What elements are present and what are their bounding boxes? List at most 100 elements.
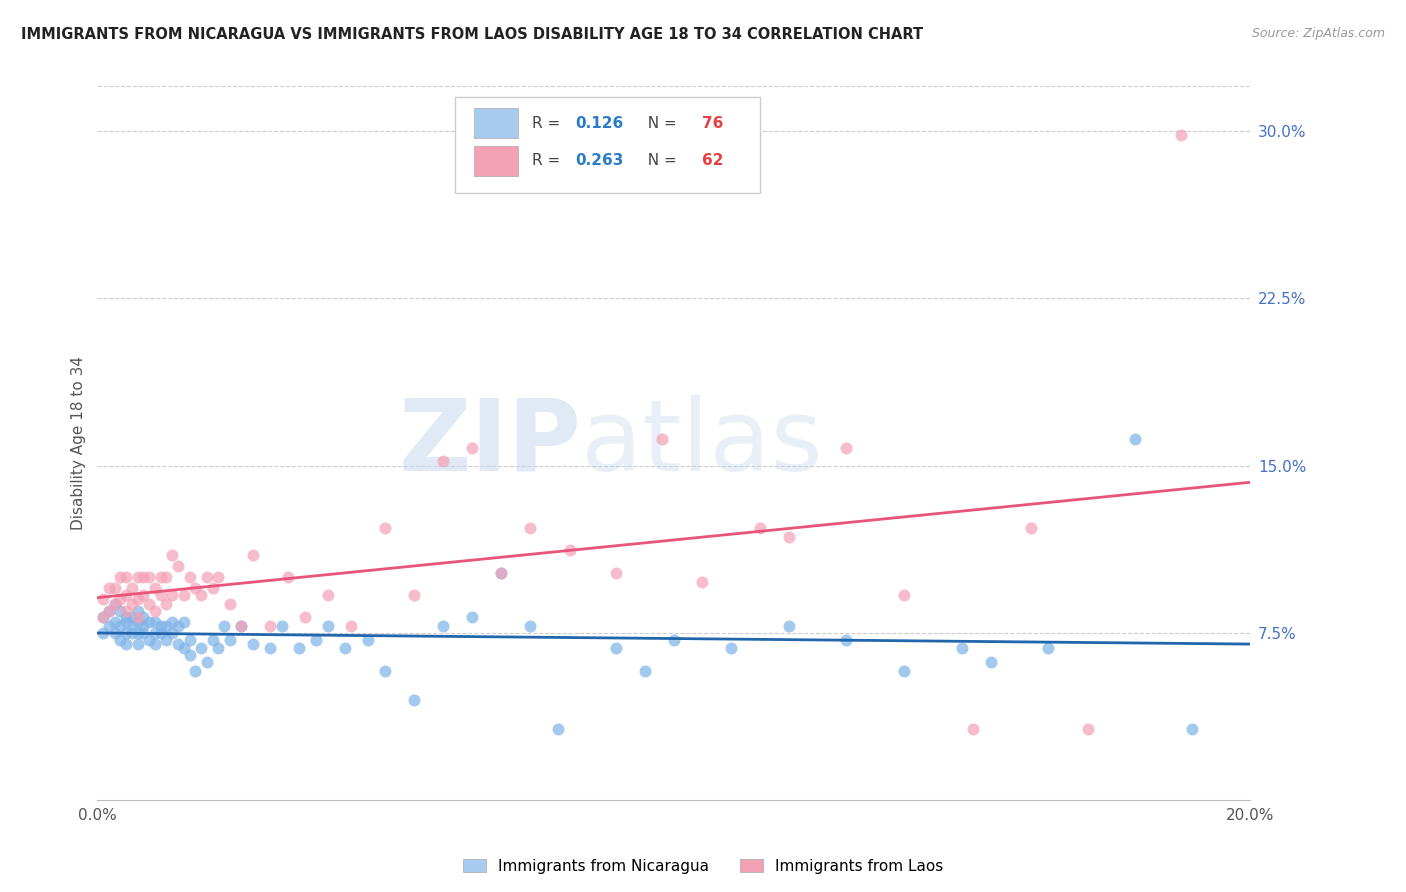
Point — [720, 641, 742, 656]
Point — [893, 588, 915, 602]
Point — [138, 597, 160, 611]
Point — [357, 632, 380, 647]
Point — [404, 588, 426, 602]
FancyBboxPatch shape — [474, 145, 517, 176]
Point — [167, 637, 190, 651]
Point — [547, 722, 569, 736]
Point — [207, 641, 229, 656]
Point — [97, 581, 120, 595]
Point — [270, 619, 292, 633]
Point — [149, 588, 172, 602]
Point — [519, 521, 541, 535]
Point — [979, 655, 1001, 669]
Point — [207, 570, 229, 584]
Point — [155, 619, 177, 633]
Point — [242, 637, 264, 651]
Point — [127, 592, 149, 607]
Point — [489, 566, 512, 580]
Point — [91, 625, 114, 640]
Point — [219, 632, 242, 647]
Point — [115, 615, 138, 629]
Point — [749, 521, 772, 535]
Point — [104, 625, 127, 640]
Point — [121, 625, 143, 640]
Text: N =: N = — [638, 116, 682, 131]
Point — [127, 625, 149, 640]
Point — [127, 637, 149, 651]
Point — [778, 530, 800, 544]
Point — [138, 615, 160, 629]
Point — [104, 581, 127, 595]
Point — [212, 619, 235, 633]
Point — [340, 619, 363, 633]
Point — [333, 641, 356, 656]
Point — [115, 588, 138, 602]
Text: 0.263: 0.263 — [575, 153, 624, 168]
Point — [127, 570, 149, 584]
Point — [91, 592, 114, 607]
Point — [127, 610, 149, 624]
Point — [195, 570, 218, 584]
Point — [104, 615, 127, 629]
Point — [219, 597, 242, 611]
Point — [1181, 722, 1204, 736]
Point — [132, 570, 155, 584]
Point — [155, 597, 177, 611]
Point — [121, 581, 143, 595]
Point — [519, 619, 541, 633]
Text: 0.126: 0.126 — [575, 116, 624, 131]
Point — [259, 641, 281, 656]
Point — [115, 570, 138, 584]
Y-axis label: Disability Age 18 to 34: Disability Age 18 to 34 — [72, 356, 86, 530]
Point — [605, 641, 627, 656]
Point — [132, 610, 155, 624]
Point — [651, 432, 673, 446]
Point — [662, 632, 685, 647]
Point — [316, 619, 339, 633]
Point — [115, 625, 138, 640]
Point — [127, 615, 149, 629]
Point — [184, 581, 207, 595]
Point — [91, 610, 114, 624]
Point — [110, 570, 132, 584]
Point — [184, 664, 207, 678]
Text: N =: N = — [638, 153, 682, 168]
Point — [143, 615, 166, 629]
Point — [104, 597, 127, 611]
Point — [558, 543, 581, 558]
Point — [132, 619, 155, 633]
Point — [121, 597, 143, 611]
Point — [489, 566, 512, 580]
Point — [110, 603, 132, 617]
Text: 62: 62 — [703, 153, 724, 168]
Point — [115, 610, 138, 624]
Point — [173, 615, 195, 629]
Text: ZIP: ZIP — [398, 395, 582, 491]
Point — [155, 632, 177, 647]
Point — [1019, 521, 1042, 535]
Point — [231, 619, 253, 633]
Point — [143, 581, 166, 595]
Point — [231, 619, 253, 633]
Point — [778, 619, 800, 633]
Point — [155, 570, 177, 584]
Point — [167, 619, 190, 633]
Point — [835, 441, 858, 455]
Point — [201, 632, 224, 647]
Point — [195, 655, 218, 669]
Point — [1077, 722, 1099, 736]
Point — [835, 632, 858, 647]
Point — [132, 588, 155, 602]
Point — [190, 641, 212, 656]
Point — [201, 581, 224, 595]
Point — [110, 619, 132, 633]
Point — [162, 615, 184, 629]
Point — [167, 558, 190, 573]
Point — [162, 625, 184, 640]
Point — [404, 692, 426, 706]
Text: R =: R = — [531, 116, 565, 131]
Point — [115, 637, 138, 651]
Point — [110, 592, 132, 607]
Point — [97, 603, 120, 617]
Point — [138, 570, 160, 584]
